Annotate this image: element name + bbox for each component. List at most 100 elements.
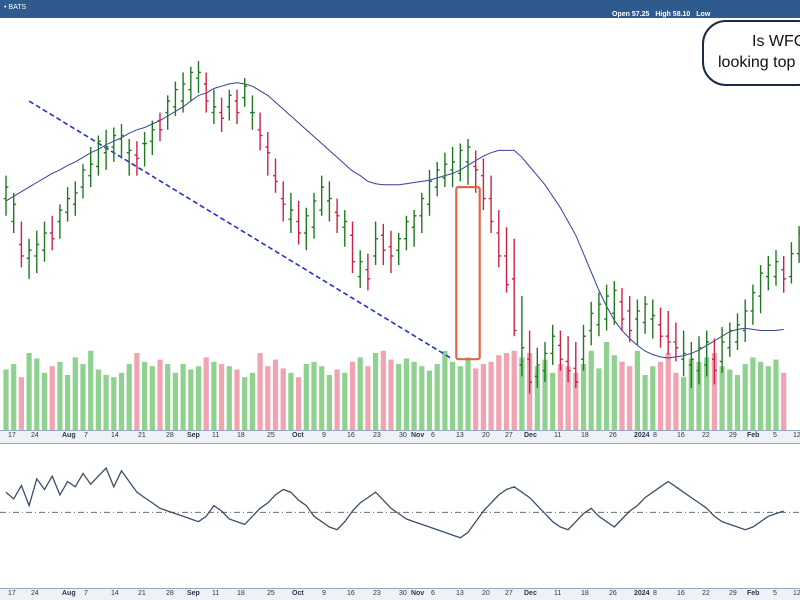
date-tick-label: 7 bbox=[84, 432, 88, 439]
date-tick-label-lower: 13 bbox=[456, 590, 464, 597]
date-tick-label-lower: Feb bbox=[747, 590, 760, 597]
date-tick-label-lower: 12 bbox=[793, 590, 800, 597]
volume-bar bbox=[758, 361, 764, 430]
date-tick-label-lower: 20 bbox=[482, 590, 490, 597]
date-tick-label: 14 bbox=[111, 432, 119, 439]
date-tick-label-lower: 11 bbox=[212, 590, 220, 597]
indicator-panel[interactable] bbox=[0, 450, 800, 588]
volume-bar bbox=[126, 364, 132, 430]
volume-bar bbox=[118, 372, 125, 430]
date-tick-label-lower: Nov bbox=[411, 590, 425, 597]
date-tick-label: Feb bbox=[747, 432, 760, 439]
callout-line-2: looking top bbox=[718, 54, 796, 71]
date-tick-label: 22 bbox=[702, 432, 710, 439]
volume-bar bbox=[503, 353, 510, 430]
volume-bar bbox=[750, 357, 756, 430]
volume-bar bbox=[134, 353, 140, 430]
volume-bar bbox=[657, 361, 664, 430]
date-tick-label: 20 bbox=[482, 432, 490, 439]
date-tick-label-lower: 9 bbox=[322, 590, 326, 597]
breakout-highlight-box bbox=[455, 186, 481, 361]
date-tick-label-lower: 14 bbox=[111, 590, 119, 597]
volume-bar bbox=[265, 366, 271, 430]
volume-bar bbox=[203, 357, 209, 430]
volume-bar bbox=[365, 366, 371, 430]
volume-bar bbox=[627, 366, 633, 430]
volume-bar bbox=[573, 372, 579, 430]
high-value: High 58.10 bbox=[655, 11, 691, 18]
volume-bar bbox=[373, 353, 379, 430]
volume-bar bbox=[311, 361, 317, 430]
volume-bar bbox=[18, 377, 24, 430]
volume-bar bbox=[326, 375, 332, 430]
symbol-label: • BATS bbox=[4, 4, 27, 11]
date-tick-label-lower: Oct bbox=[292, 590, 304, 597]
volume-bar bbox=[380, 350, 386, 430]
volume-bar bbox=[519, 357, 525, 430]
volume-bar bbox=[442, 350, 448, 430]
date-tick-label: 30 bbox=[399, 432, 407, 439]
volume-bar bbox=[111, 377, 117, 430]
volume-bar bbox=[342, 372, 348, 430]
date-tick-label-lower: 16 bbox=[677, 590, 685, 597]
callout-line-1: Is WFC bbox=[752, 33, 800, 50]
date-tick-label-lower: 2024 bbox=[634, 590, 650, 597]
price-panel[interactable] bbox=[0, 18, 800, 430]
date-tick-label: 9 bbox=[322, 432, 326, 439]
volume-bar bbox=[534, 366, 540, 430]
date-tick-label-lower: 16 bbox=[347, 590, 355, 597]
volume-bar bbox=[49, 366, 55, 430]
date-tick-label-lower: 28 bbox=[166, 590, 174, 597]
volume-bar bbox=[673, 372, 679, 430]
volume-bar bbox=[180, 364, 186, 430]
volume-bar bbox=[650, 366, 656, 430]
volume-bar bbox=[249, 372, 255, 430]
date-tick-label: 21 bbox=[138, 432, 146, 439]
volume-bar bbox=[95, 369, 101, 430]
date-tick-label: 16 bbox=[347, 432, 355, 439]
volume-bar bbox=[72, 357, 78, 430]
date-tick-label: 26 bbox=[609, 432, 617, 439]
volume-bar bbox=[388, 359, 394, 430]
volume-bar bbox=[88, 350, 94, 430]
volume-bar bbox=[473, 368, 479, 430]
date-tick-label-lower: 29 bbox=[729, 590, 737, 597]
volume-bar bbox=[172, 372, 178, 430]
volume-bar bbox=[465, 357, 471, 430]
date-tick-label-lower: 8 bbox=[653, 590, 657, 597]
volume-bar bbox=[488, 361, 494, 430]
volume-bar bbox=[319, 366, 325, 430]
volume-bar bbox=[296, 377, 302, 430]
volume-bar bbox=[542, 359, 548, 430]
volume-bar bbox=[742, 364, 748, 430]
date-tick-label: 25 bbox=[267, 432, 275, 439]
date-tick-label-lower: 5 bbox=[773, 590, 777, 597]
date-tick-label-lower: 18 bbox=[581, 590, 589, 597]
volume-bar bbox=[357, 357, 363, 430]
date-tick-label-lower: Aug bbox=[62, 590, 76, 597]
volume-bar bbox=[727, 369, 733, 430]
volume-bar bbox=[288, 372, 294, 430]
volume-bar bbox=[226, 366, 232, 430]
date-tick-label: 29 bbox=[729, 432, 737, 439]
volume-bar bbox=[765, 366, 771, 430]
date-axis-lower: 17 24 Aug 7 14 21 28 Sep 11 18 25 Oct 9 16 23 30 Nov 6 13 2… bbox=[0, 588, 800, 600]
volume-bar bbox=[149, 366, 155, 430]
date-tick-label: Dec bbox=[524, 432, 537, 439]
date-tick-label: Nov bbox=[411, 432, 425, 439]
volume-bar bbox=[565, 366, 571, 430]
date-tick-label-lower: 17 bbox=[8, 590, 16, 597]
volume-bar bbox=[280, 368, 286, 430]
volume-bar bbox=[496, 355, 502, 430]
volume-bar bbox=[588, 350, 594, 430]
volume-bar bbox=[80, 364, 86, 430]
date-axis-upper: 17 24 Aug 7 14 21 28 Sep 11 18 25 Oct 9 16 23 30 Nov 6 13 2… bbox=[0, 430, 800, 444]
date-tick-label: 8 bbox=[653, 432, 657, 439]
date-tick-label-lower: 27 bbox=[505, 590, 513, 597]
volume-bar bbox=[419, 366, 425, 430]
volume-bar bbox=[234, 369, 240, 430]
date-tick-label: 11 bbox=[212, 432, 220, 439]
date-tick-label: 28 bbox=[166, 432, 174, 439]
volume-bar bbox=[681, 377, 687, 430]
volume-bar bbox=[219, 364, 225, 430]
